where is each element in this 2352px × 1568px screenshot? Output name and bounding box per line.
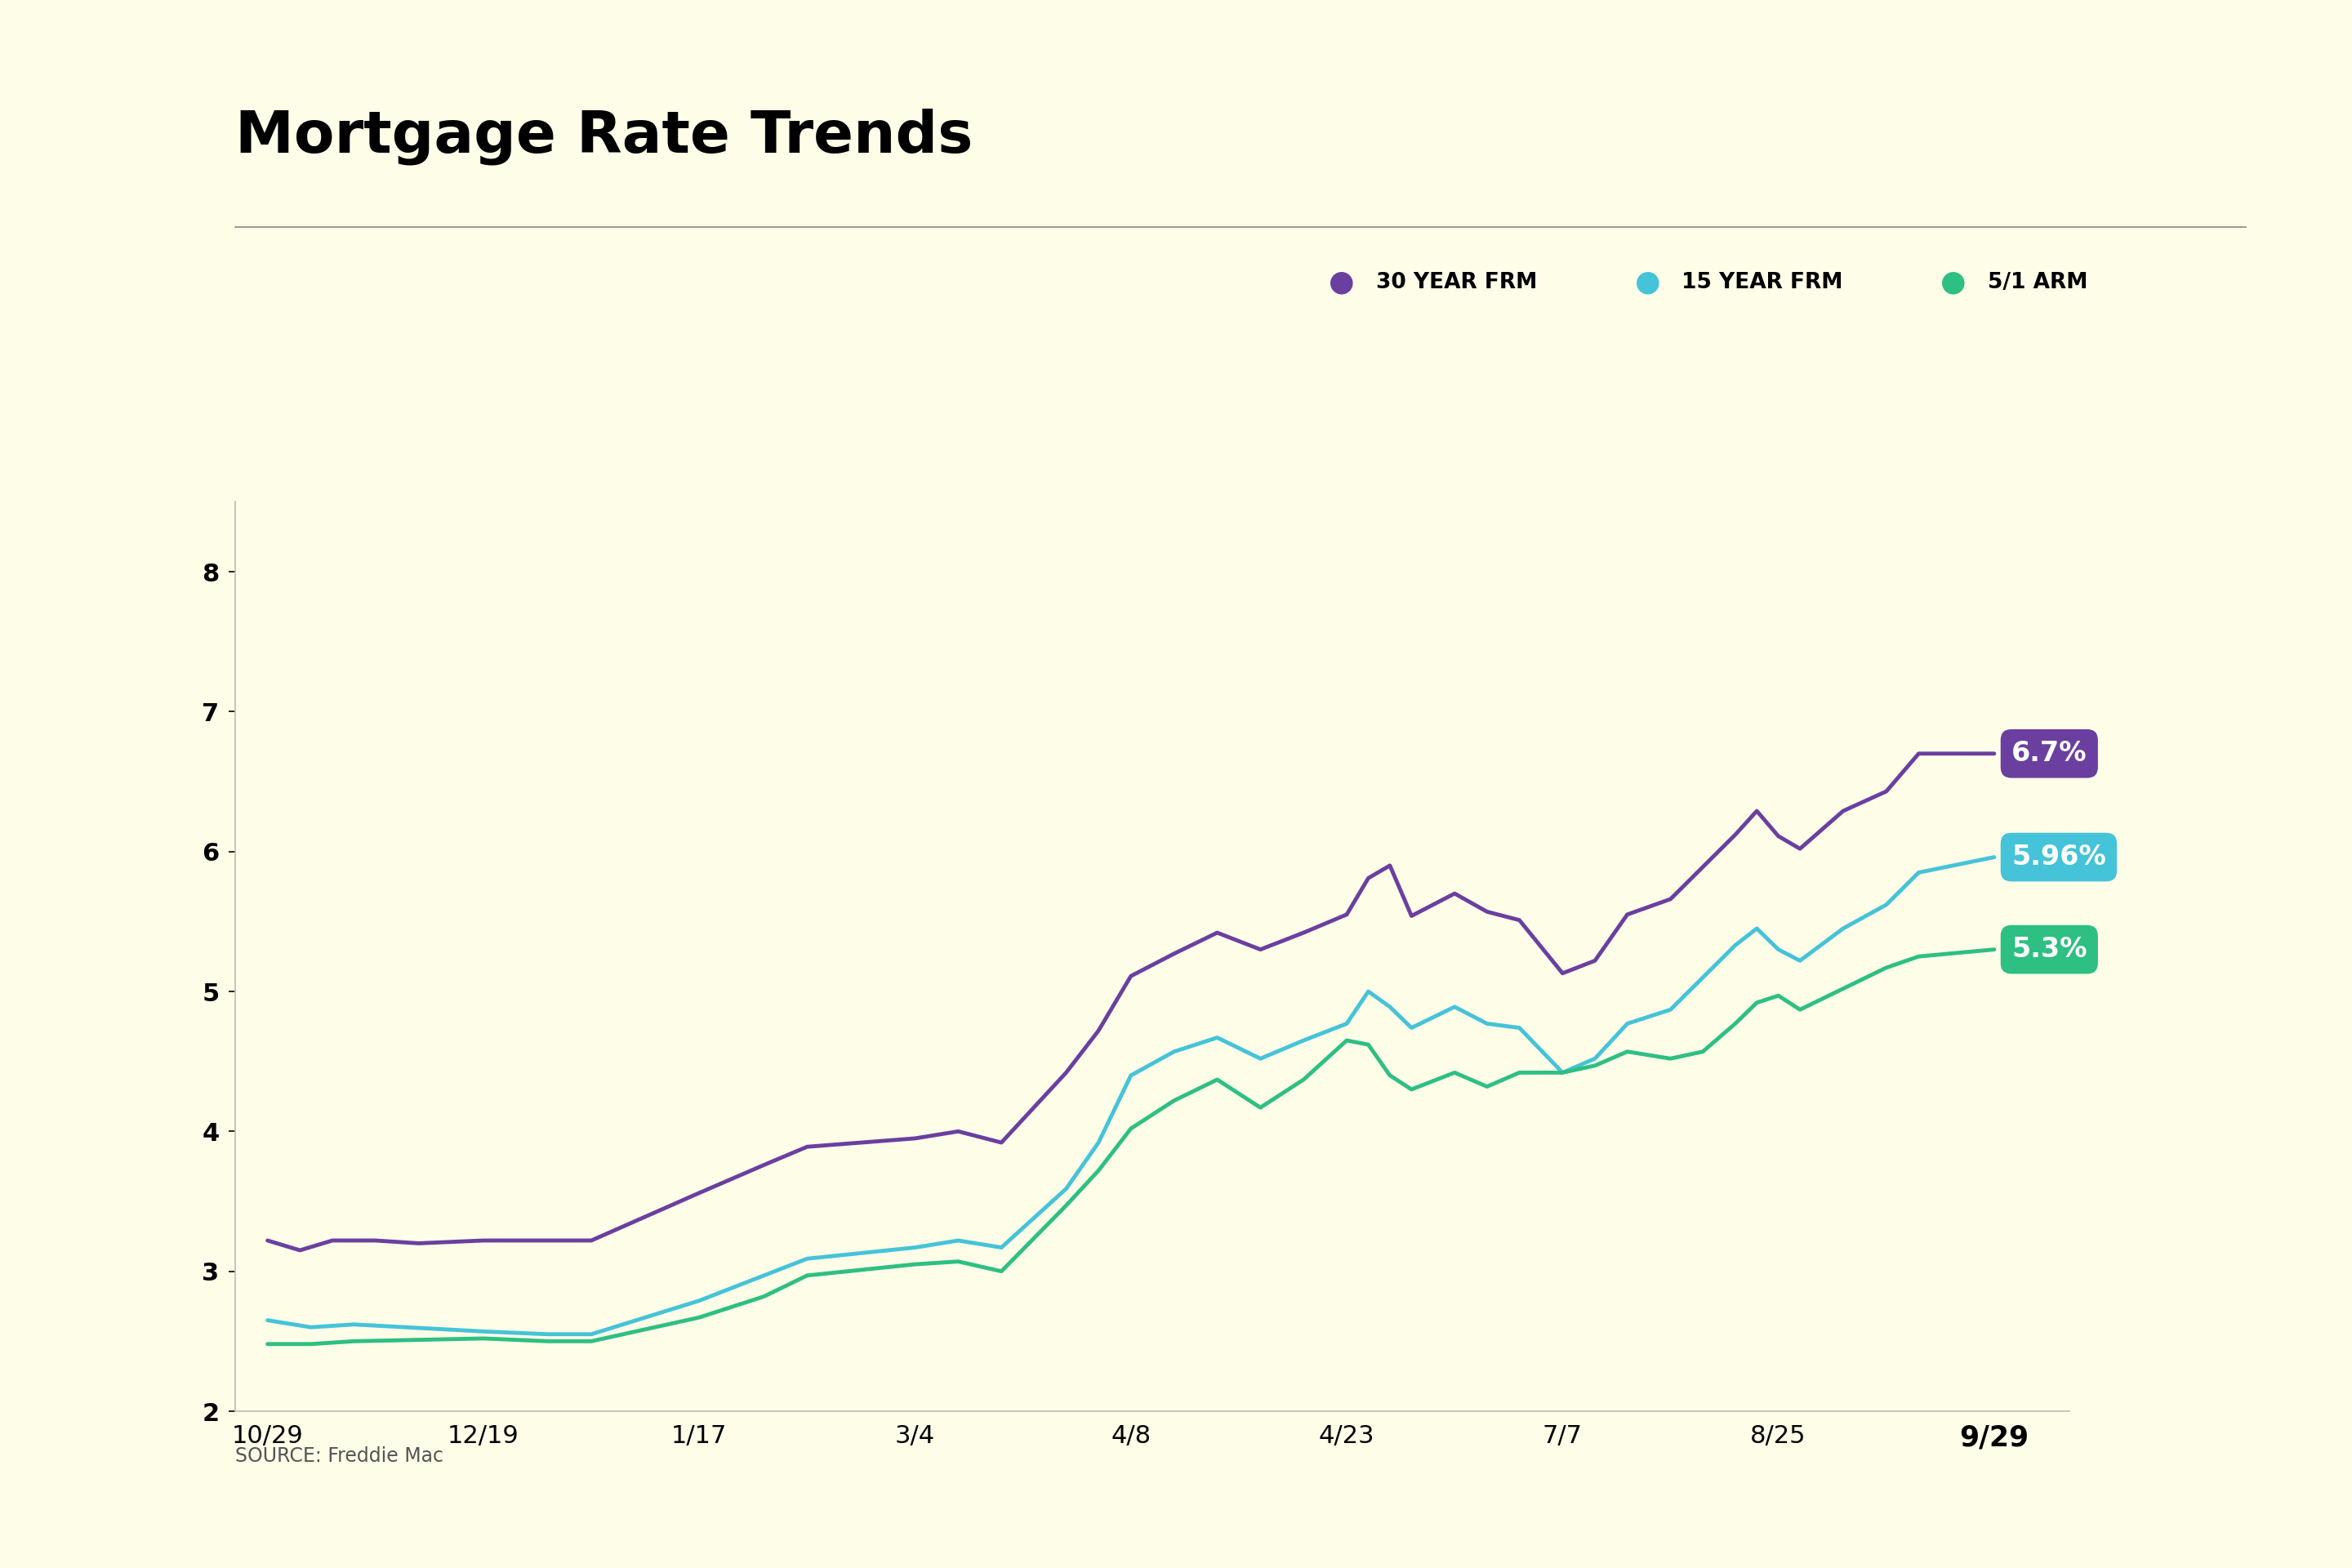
Text: Mortgage Rate Trends: Mortgage Rate Trends: [235, 108, 974, 165]
Text: 5/1 ARM: 5/1 ARM: [1987, 271, 2086, 293]
Text: 5.96%: 5.96%: [2011, 844, 2105, 870]
Text: ●: ●: [1329, 268, 1355, 296]
Text: 6.7%: 6.7%: [2011, 740, 2086, 767]
Text: ●: ●: [1940, 268, 1966, 296]
Text: 30 YEAR FRM: 30 YEAR FRM: [1376, 271, 1536, 293]
Text: 5.3%: 5.3%: [2011, 936, 2086, 963]
Text: SOURCE: Freddie Mac: SOURCE: Freddie Mac: [235, 1446, 445, 1466]
Text: ●: ●: [1635, 268, 1661, 296]
Text: 15 YEAR FRM: 15 YEAR FRM: [1682, 271, 1844, 293]
